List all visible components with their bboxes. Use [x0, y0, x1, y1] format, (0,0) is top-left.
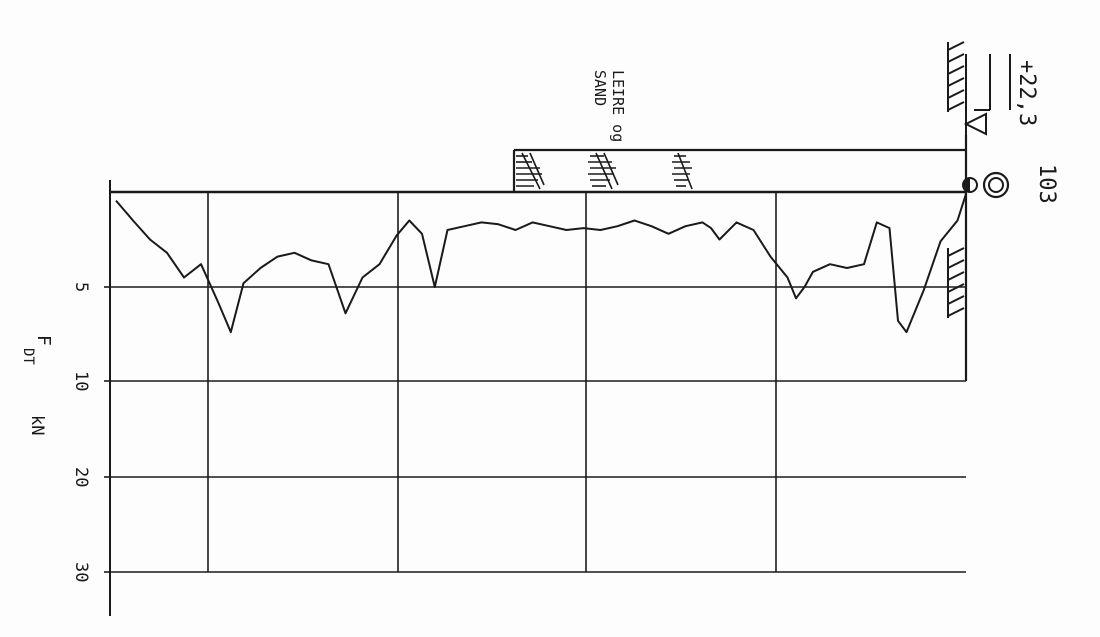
elevation-triangle-icon — [963, 112, 987, 136]
tick-label-20: 20 — [71, 467, 91, 487]
double-circle-icon — [982, 171, 1010, 199]
ground-hatching-bottom — [947, 247, 965, 318]
soil-layer-label-line1: LEIRE og — [609, 70, 627, 142]
force-subscript: DT — [20, 348, 36, 365]
double-circle-inner-icon — [988, 177, 1004, 193]
tick-label-30: 30 — [71, 562, 91, 582]
force-symbol: F — [33, 335, 54, 346]
elevation-label: +22,3 — [1014, 60, 1039, 126]
soil-hatch-2 — [588, 152, 619, 190]
axes-and-grid — [104, 135, 968, 616]
tick-label-10: 10 — [71, 371, 91, 391]
sounding-curve — [115, 193, 967, 334]
tick-label-5: 5 — [71, 282, 91, 292]
borehole-symbols — [962, 171, 1010, 199]
borehole-id: 103 — [1034, 164, 1059, 204]
soil-hatch-1 — [516, 152, 545, 190]
soil-layer-label-line2: SAND — [591, 70, 609, 106]
soil-hatch-3 — [672, 152, 693, 190]
soil-layer-box — [512, 148, 966, 192]
ground-hatching-top — [947, 41, 965, 112]
force-unit: kN — [27, 415, 47, 435]
elevation-marker — [963, 54, 1011, 150]
half-filled-circle-fill — [963, 178, 970, 192]
